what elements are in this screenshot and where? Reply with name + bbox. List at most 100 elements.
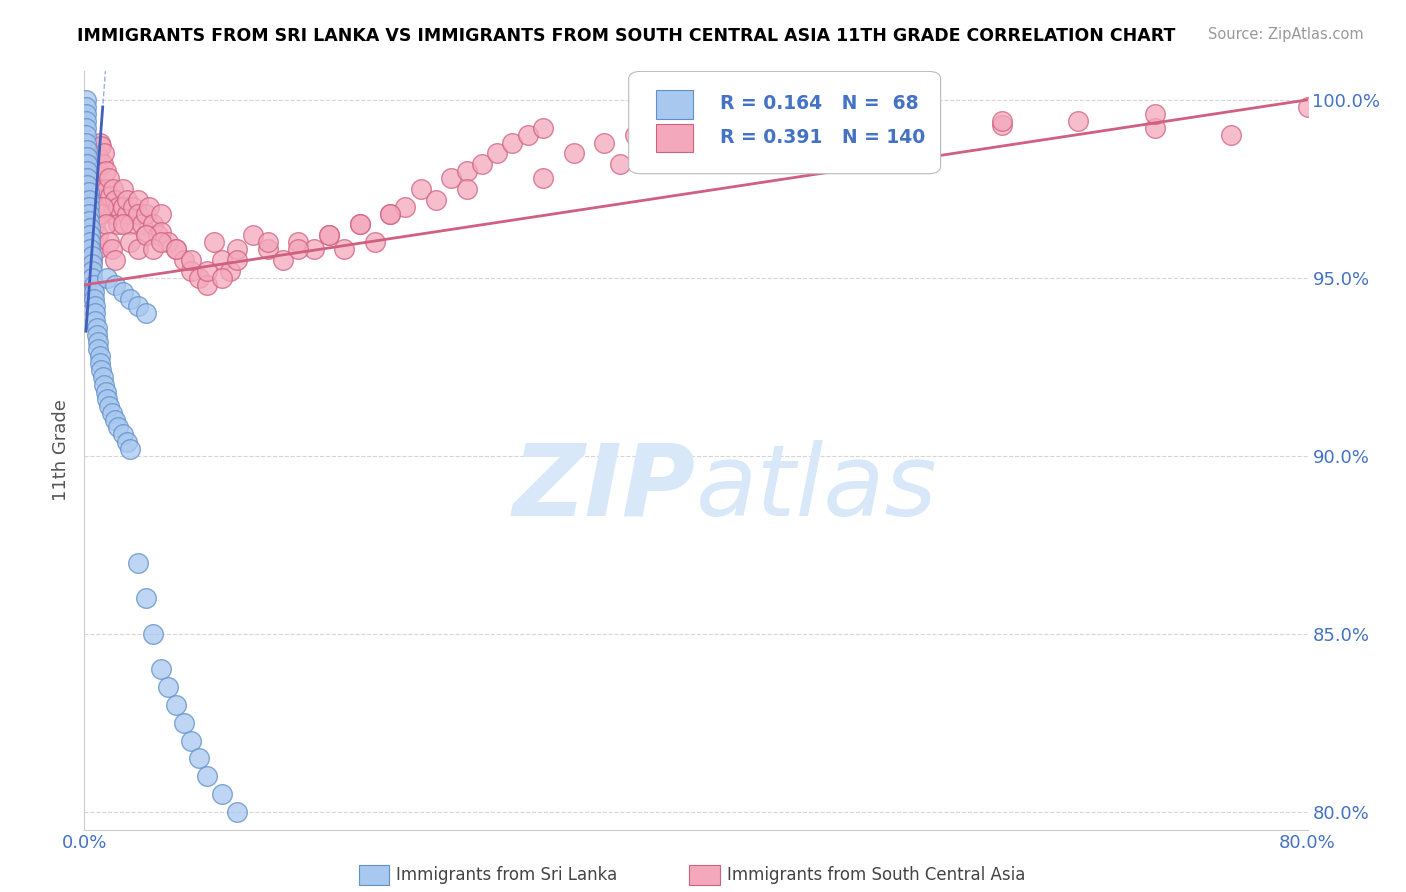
Point bbox=[135, 306, 157, 320]
Point bbox=[90, 363, 112, 377]
Text: Immigrants from Sri Lanka: Immigrants from Sri Lanka bbox=[396, 866, 617, 884]
Point bbox=[101, 207, 124, 221]
Point bbox=[120, 442, 142, 456]
Point bbox=[180, 253, 202, 268]
Point bbox=[202, 235, 225, 250]
Point bbox=[333, 243, 356, 257]
Point bbox=[76, 171, 98, 186]
Point bbox=[226, 805, 249, 819]
Point bbox=[502, 136, 524, 150]
Point bbox=[394, 200, 416, 214]
Point bbox=[146, 228, 169, 243]
Point bbox=[142, 243, 165, 257]
Point bbox=[79, 218, 101, 232]
Point bbox=[173, 253, 195, 268]
Point bbox=[761, 136, 783, 150]
Point bbox=[89, 153, 111, 168]
Point bbox=[79, 228, 101, 243]
Point bbox=[75, 235, 97, 250]
Point bbox=[302, 243, 325, 257]
Point bbox=[75, 270, 97, 285]
Point bbox=[75, 114, 97, 128]
Point bbox=[89, 207, 111, 221]
Point bbox=[349, 218, 371, 232]
Point bbox=[593, 136, 616, 150]
Point bbox=[76, 164, 98, 178]
Point bbox=[80, 270, 103, 285]
Point bbox=[226, 243, 249, 257]
Point bbox=[869, 121, 891, 136]
Point bbox=[149, 662, 172, 676]
Point bbox=[287, 235, 309, 250]
Point bbox=[142, 218, 165, 232]
Point bbox=[97, 235, 120, 250]
Point bbox=[120, 218, 142, 232]
Point bbox=[349, 218, 371, 232]
Point bbox=[77, 243, 100, 257]
Point bbox=[77, 207, 100, 221]
Point bbox=[1067, 114, 1090, 128]
Point bbox=[76, 143, 98, 157]
Point bbox=[531, 121, 554, 136]
Point bbox=[111, 182, 134, 196]
Point bbox=[94, 384, 117, 399]
Point bbox=[318, 228, 340, 243]
Text: ZIP: ZIP bbox=[513, 440, 696, 537]
Point bbox=[120, 235, 142, 250]
Point bbox=[127, 556, 149, 570]
Point bbox=[104, 207, 127, 221]
Point bbox=[86, 164, 108, 178]
Point bbox=[516, 128, 538, 143]
Point bbox=[75, 136, 97, 150]
Point bbox=[111, 285, 134, 299]
Point bbox=[716, 114, 738, 128]
Point bbox=[120, 292, 142, 306]
Point bbox=[211, 253, 233, 268]
Text: atlas: atlas bbox=[696, 440, 938, 537]
Point bbox=[79, 228, 101, 243]
Point bbox=[425, 193, 447, 207]
Point bbox=[131, 218, 153, 232]
Point bbox=[107, 218, 129, 232]
Point bbox=[80, 253, 103, 268]
FancyBboxPatch shape bbox=[655, 124, 693, 153]
Point bbox=[83, 277, 105, 292]
Point bbox=[91, 157, 114, 171]
Point bbox=[87, 334, 110, 349]
Point bbox=[218, 263, 240, 277]
Point bbox=[1143, 107, 1166, 121]
Point bbox=[104, 253, 127, 268]
Point bbox=[90, 139, 112, 153]
Text: IMMIGRANTS FROM SRI LANKA VS IMMIGRANTS FROM SOUTH CENTRAL ASIA 11TH GRADE CORRE: IMMIGRANTS FROM SRI LANKA VS IMMIGRANTS … bbox=[77, 27, 1175, 45]
Point bbox=[77, 235, 100, 250]
Point bbox=[257, 243, 280, 257]
Point bbox=[135, 228, 157, 243]
Point bbox=[138, 200, 160, 214]
Point bbox=[77, 218, 100, 232]
Point bbox=[188, 270, 211, 285]
Point bbox=[149, 207, 172, 221]
Point bbox=[77, 214, 100, 228]
Point bbox=[93, 377, 115, 392]
Point bbox=[86, 327, 108, 342]
Point bbox=[1220, 128, 1243, 143]
Text: Immigrants from South Central Asia: Immigrants from South Central Asia bbox=[727, 866, 1025, 884]
Point bbox=[115, 207, 138, 221]
Point bbox=[80, 250, 103, 264]
Point bbox=[103, 182, 125, 196]
Point bbox=[89, 356, 111, 370]
Point bbox=[165, 243, 187, 257]
Point bbox=[83, 164, 105, 178]
Point bbox=[96, 182, 118, 196]
Point bbox=[562, 146, 585, 161]
Point bbox=[188, 751, 211, 765]
Point bbox=[75, 253, 97, 268]
Text: R = 0.391   N = 140: R = 0.391 N = 140 bbox=[720, 128, 925, 147]
Point bbox=[76, 263, 98, 277]
Point bbox=[440, 171, 463, 186]
Point bbox=[83, 235, 105, 250]
Point bbox=[89, 349, 111, 363]
Point bbox=[173, 715, 195, 730]
Point bbox=[79, 200, 101, 214]
Point bbox=[914, 128, 936, 143]
